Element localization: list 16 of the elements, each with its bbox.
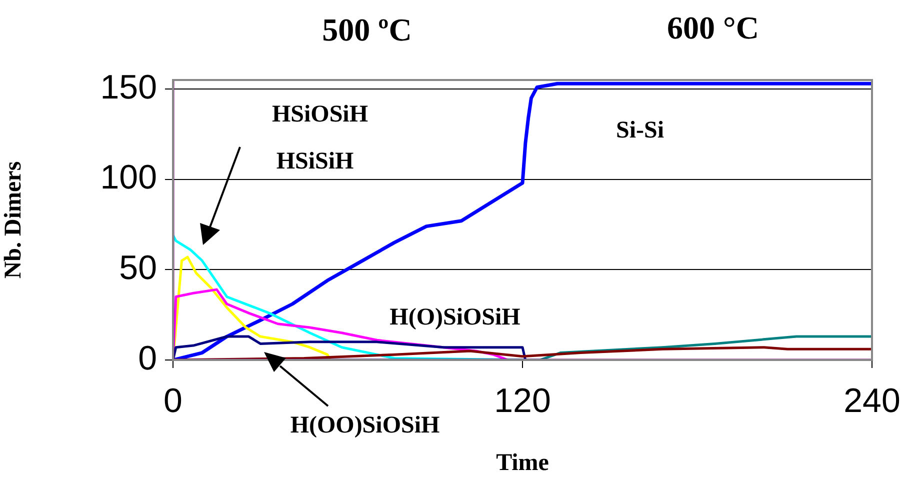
y-tick-label: 100 (100, 158, 157, 197)
y-tick-label: 0 (138, 339, 157, 378)
annotation: Si-Si (616, 118, 664, 144)
y-tick-label: 50 (119, 249, 157, 288)
text: 500 ºC (322, 12, 412, 48)
x-tick-label: 0 (164, 382, 182, 420)
text: H(OO)SiOSiH (290, 412, 440, 440)
annotation: H(O)SiOSiH (390, 304, 520, 332)
x-tick-label: 120 (494, 382, 551, 420)
y-tick-label: 150 (100, 68, 157, 106)
text: 600 °C (667, 10, 759, 46)
x-tick-label: 240 (844, 382, 900, 420)
x-axis-title: Time (496, 450, 550, 476)
annotation: HSiOSiH (272, 102, 368, 128)
annotation: HSiSiH (276, 148, 354, 176)
y-axis-title: Nb. Dimers (0, 161, 27, 279)
